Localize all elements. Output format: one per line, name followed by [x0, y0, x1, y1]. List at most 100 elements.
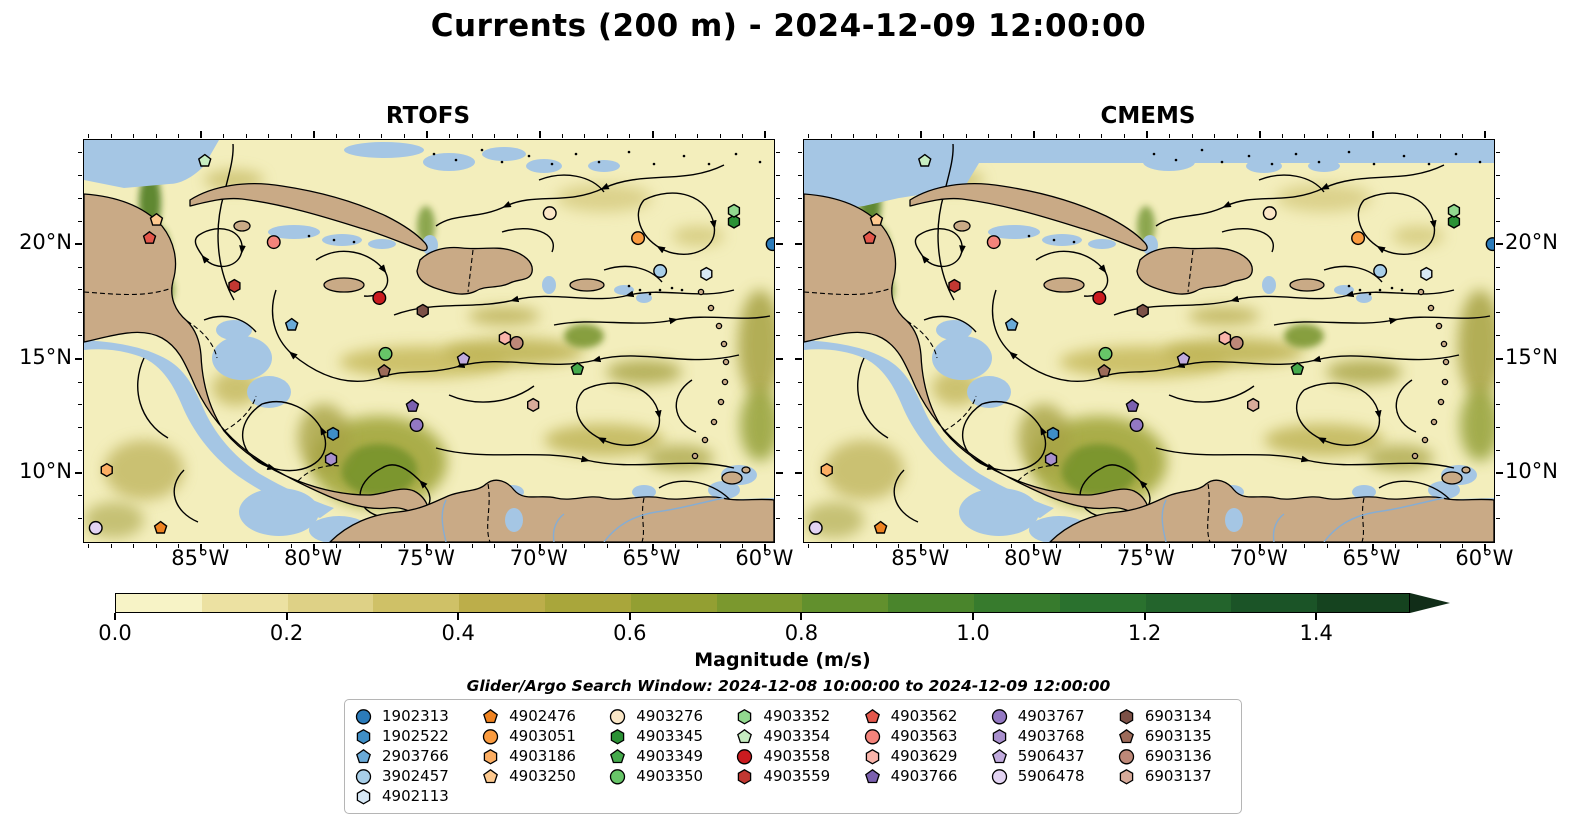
land-masses — [804, 183, 1494, 542]
lat-tick-label-right: 10°N — [1505, 458, 1558, 483]
land-central-america — [84, 193, 429, 521]
lon-tick-label: 70°W — [1229, 546, 1288, 570]
float-marker-4903186 — [100, 462, 113, 478]
legend-marker-pentagon-icon — [483, 769, 499, 784]
legend-float-id: 3902457 — [382, 767, 449, 786]
legend-marker-pentagon-icon — [991, 748, 1007, 764]
lon-tick-label: 85°W — [171, 546, 230, 570]
legend-marker-pentagon-icon — [483, 708, 499, 723]
colorbar-tick-label: 1.4 — [1299, 621, 1333, 645]
legend-float-id: 4903558 — [763, 746, 831, 765]
float-marker-4903350 — [1098, 346, 1113, 361]
colorbar-segment — [201, 594, 288, 612]
legend-float-id: 4903767 — [1017, 706, 1085, 725]
legend-marker-circle-icon — [737, 749, 753, 765]
lat-tick-label-left: 20°N — [19, 230, 72, 255]
legend-item-4903352: 4903352 — [736, 708, 849, 725]
legend-marker-circle-icon — [991, 769, 1007, 785]
float-marker-5906478 — [88, 520, 103, 535]
float-marker-4903629 — [498, 331, 512, 346]
colorbar-tick-label: 0.0 — [98, 621, 132, 645]
legend-item-4903354: 4903354 — [736, 728, 849, 745]
legend-marker-hexagon-icon — [356, 789, 371, 805]
legend-float-id: 4903276 — [636, 706, 704, 725]
float-marker-4903563 — [266, 235, 281, 250]
legend-item-4902476: 4902476 — [482, 708, 595, 725]
float-marker-1902313 — [765, 237, 774, 252]
float-marker-4903559 — [228, 278, 241, 294]
float-marker-4903250 — [869, 212, 884, 226]
map-panel-cmems — [795, 131, 1503, 551]
float-marker-3902457 — [1373, 264, 1388, 279]
legend-item-4903629: 4903629 — [864, 748, 977, 765]
float-marker-4903051 — [1351, 231, 1366, 246]
legend-float-id: 4903768 — [1017, 726, 1085, 745]
rivers — [1161, 497, 1445, 542]
land-puerto-rico — [1289, 278, 1325, 292]
legend-item-4903767: 4903767 — [991, 708, 1104, 725]
float-marker-4902113 — [1420, 266, 1433, 282]
panel-title-cmems: CMEMS — [1100, 103, 1196, 129]
legend-item-6903137: 6903137 — [1118, 768, 1231, 785]
legend-float-id: 4903345 — [636, 726, 704, 745]
float-legend: 1902313 1902522 2903766 3902457 4902113 49024… — [344, 699, 1242, 814]
legend-marker-pentagon-icon — [864, 769, 880, 784]
legend-float-id: 1902522 — [382, 726, 449, 745]
legend-item-5906437: 5906437 — [991, 748, 1104, 765]
legend-float-id: 4903629 — [890, 746, 958, 765]
float-marker-1902522 — [326, 426, 340, 442]
legend-item-4903766: 4903766 — [864, 768, 977, 785]
map-cmems — [804, 140, 1494, 542]
colorbar-segment — [373, 594, 460, 612]
legend-float-id: 4903186 — [509, 746, 576, 765]
land-cuba — [909, 183, 1148, 252]
legend-marker-hexagon-icon — [1119, 769, 1134, 785]
float-marker-4903349 — [570, 361, 585, 375]
legend-marker-pentagon-icon — [1118, 728, 1134, 743]
land-puerto-rico — [569, 278, 605, 292]
float-marker-3902457 — [653, 264, 668, 279]
float-marker-5906437 — [456, 351, 471, 365]
colorbar-tick-label: 0.4 — [441, 621, 475, 645]
float-marker-4902476 — [873, 520, 888, 534]
float-marker-4902113 — [700, 266, 713, 282]
legend-float-id: 4903350 — [636, 767, 704, 786]
legend-marker-pentagon-icon — [737, 728, 753, 743]
legend-marker-hexagon-icon — [483, 749, 498, 765]
colorbar-segment — [544, 594, 631, 612]
legend-marker-hexagon-icon — [738, 769, 752, 785]
colorbar-segment — [116, 594, 202, 612]
colorbar-segment — [1145, 594, 1232, 612]
legend-float-id: 5906478 — [1017, 767, 1085, 786]
float-marker-6903134 — [416, 303, 429, 319]
float-marker-4903345 — [727, 214, 741, 229]
map-rtofs — [84, 140, 774, 542]
float-marker-4903766 — [405, 398, 420, 412]
colorbar-segment — [630, 594, 717, 612]
float-markers — [88, 153, 774, 535]
colorbar-tick-label: 1.2 — [1127, 621, 1162, 645]
legend-item-5906478: 5906478 — [991, 768, 1104, 785]
float-marker-4903767 — [409, 418, 424, 433]
legend-marker-hexagon-icon — [865, 749, 879, 765]
legend-item-2903766: 2903766 — [355, 748, 468, 765]
colorbar-segment — [287, 594, 374, 612]
colorbar-segment — [459, 594, 545, 612]
float-marker-4903768 — [1044, 452, 1058, 467]
legend-float-id: 4903349 — [636, 746, 704, 765]
float-marker-5906437 — [1176, 351, 1191, 365]
colorbar-extend-arrow — [1410, 593, 1451, 613]
search-window-subtitle: Glider/Argo Search Window: 2024-12-08 10… — [466, 677, 1111, 695]
map-panel-rtofs — [75, 131, 783, 551]
legend-item-6903134: 6903134 — [1118, 708, 1231, 725]
float-marker-4903349 — [1290, 361, 1305, 375]
legend-item-4903562: 4903562 — [864, 708, 977, 725]
legend-marker-pentagon-icon — [864, 708, 880, 723]
legend-item-4903349: 4903349 — [609, 748, 722, 765]
country-borders — [84, 249, 645, 542]
legend-item-1902522: 1902522 — [355, 728, 468, 745]
float-marker-4903186 — [820, 462, 833, 478]
float-marker-4903562 — [142, 230, 157, 244]
legend-float-id: 4902113 — [382, 787, 449, 806]
lat-tick-label-right: 15°N — [1505, 345, 1558, 370]
